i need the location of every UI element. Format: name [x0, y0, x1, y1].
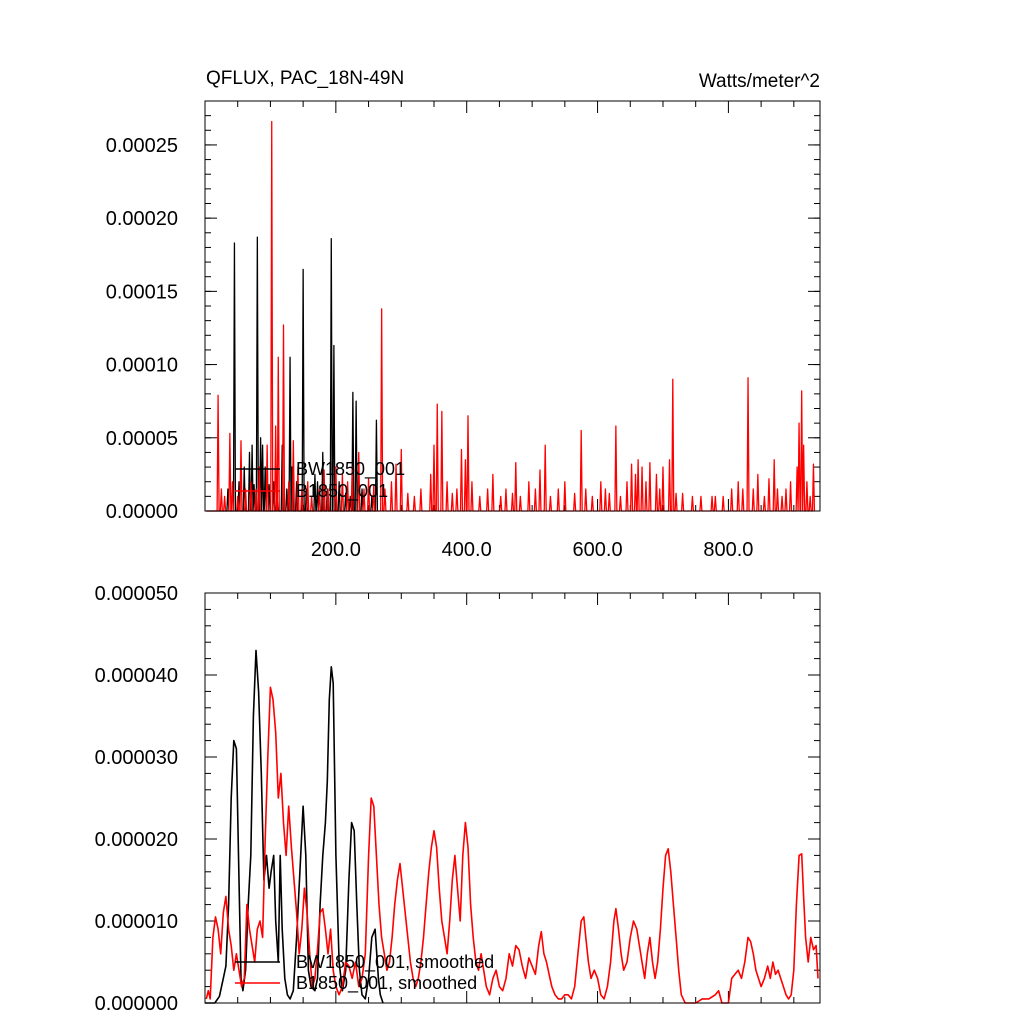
bottom-series-b1850-line — [205, 686, 819, 1004]
top-title-left: QFLUX, PAC_18N-49N — [206, 68, 404, 89]
bottom-ytick-label: 0.000000 — [95, 993, 178, 1015]
top-legend-label-0: BW1850_001 — [296, 459, 405, 480]
bottom-plot-frame — [204, 592, 821, 1004]
bottom-ytick-label: 0.000030 — [95, 747, 178, 769]
top-ytick-label: 0.00015 — [106, 281, 178, 303]
top-ytick-label: 0.00020 — [106, 208, 178, 230]
top-legend-label-1: B1850_001 — [296, 481, 388, 502]
top-ytick-label: 0.00025 — [106, 135, 178, 157]
top-xtick-label: 400.0 — [442, 539, 492, 561]
top-ytick-label: 0.00005 — [106, 428, 178, 450]
bottom-legend-label-0: BW1850_001, smoothed — [296, 952, 494, 973]
bottom-series — [205, 649, 819, 1004]
bottom-ytick-label: 0.000040 — [95, 665, 178, 687]
top-panel: QFLUX, PAC_18N-49N Watts/meter^2 0.00000… — [106, 68, 821, 561]
top-ticks: 0.00000 0.00005 0.00010 0.00015 0.00020 0.000… — [106, 100, 820, 561]
top-plot-frame — [204, 100, 821, 512]
bottom-ytick-label: 0.000050 — [95, 583, 178, 605]
top-xtick-label: 800.0 — [703, 539, 753, 561]
bottom-ytick-label: 0.000010 — [95, 911, 178, 933]
top-title-right: Watts/meter^2 — [699, 71, 820, 92]
bottom-panel: 0.000000 0.000010 0.000020 0.000030 0.000040… — [95, 583, 821, 1015]
bottom-ytick-label: 0.000020 — [95, 829, 178, 851]
top-ytick-label: 0.00000 — [106, 501, 178, 523]
top-ytick-label: 0.00010 — [106, 355, 178, 377]
bottom-legend-label-1: B1850_001, smoothed — [296, 973, 477, 994]
top-xtick-label: 200.0 — [311, 539, 361, 561]
top-xtick-label: 600.0 — [573, 539, 623, 561]
